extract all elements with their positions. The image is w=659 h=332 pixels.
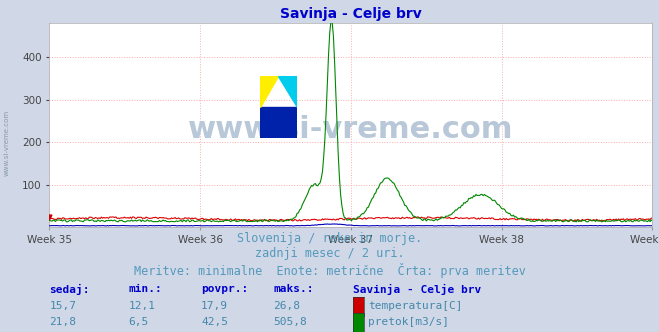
Title: Savinja - Celje brv: Savinja - Celje brv	[280, 7, 422, 21]
Text: sedaj:: sedaj:	[49, 284, 90, 295]
Polygon shape	[260, 107, 297, 138]
Text: 6,5: 6,5	[129, 317, 149, 327]
Text: min.:: min.:	[129, 284, 162, 294]
Text: Meritve: minimalne  Enote: metrične  Črta: prva meritev: Meritve: minimalne Enote: metrične Črta:…	[134, 263, 525, 278]
Text: 12,1: 12,1	[129, 301, 156, 311]
Text: temperatura[C]: temperatura[C]	[368, 301, 463, 311]
Text: 15,7: 15,7	[49, 301, 76, 311]
Polygon shape	[279, 76, 297, 107]
Text: povpr.:: povpr.:	[201, 284, 248, 294]
Polygon shape	[260, 76, 279, 107]
Text: maks.:: maks.:	[273, 284, 314, 294]
Text: pretok[m3/s]: pretok[m3/s]	[368, 317, 449, 327]
Text: 505,8: 505,8	[273, 317, 307, 327]
Text: 26,8: 26,8	[273, 301, 301, 311]
Text: 17,9: 17,9	[201, 301, 228, 311]
Text: 21,8: 21,8	[49, 317, 76, 327]
Text: www.si-vreme.com: www.si-vreme.com	[188, 115, 513, 144]
Text: Slovenija / reke in morje.: Slovenija / reke in morje.	[237, 232, 422, 245]
Text: www.si-vreme.com: www.si-vreme.com	[3, 110, 10, 176]
Text: Savinja - Celje brv: Savinja - Celje brv	[353, 284, 481, 295]
Text: 42,5: 42,5	[201, 317, 228, 327]
Text: zadnji mesec / 2 uri.: zadnji mesec / 2 uri.	[254, 247, 405, 260]
